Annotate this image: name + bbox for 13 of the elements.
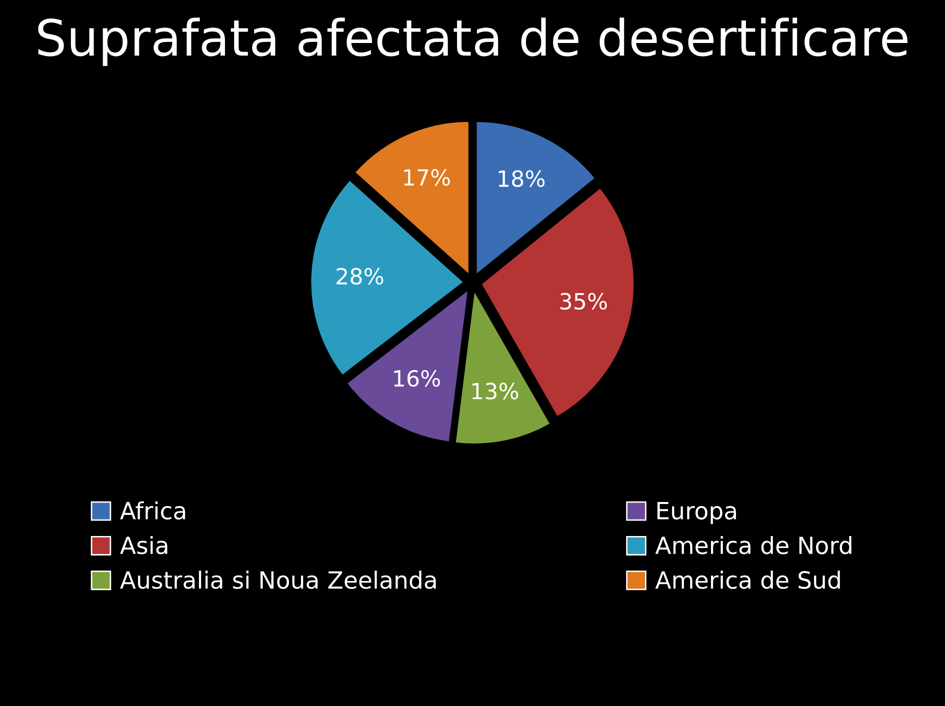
- legend-label: Europa: [657, 502, 736, 524]
- legend-label: America de Sud: [655, 570, 840, 589]
- data-label: 18%: [498, 170, 545, 188]
- legend-label: Australia si Noua Zeelanda: [120, 570, 436, 589]
- data-label: 17%: [404, 169, 450, 186]
- legend-label: Asia: [120, 536, 168, 554]
- data-label: 28%: [336, 268, 384, 285]
- legend-label: America de Nord: [655, 536, 852, 554]
- data-label: 35%: [560, 292, 607, 310]
- chart-title: Suprafata afectata de desertificare: [38, 18, 908, 66]
- data-label: 13%: [472, 382, 518, 400]
- legend-label: Africa: [120, 501, 186, 520]
- data-label: 16%: [394, 370, 440, 387]
